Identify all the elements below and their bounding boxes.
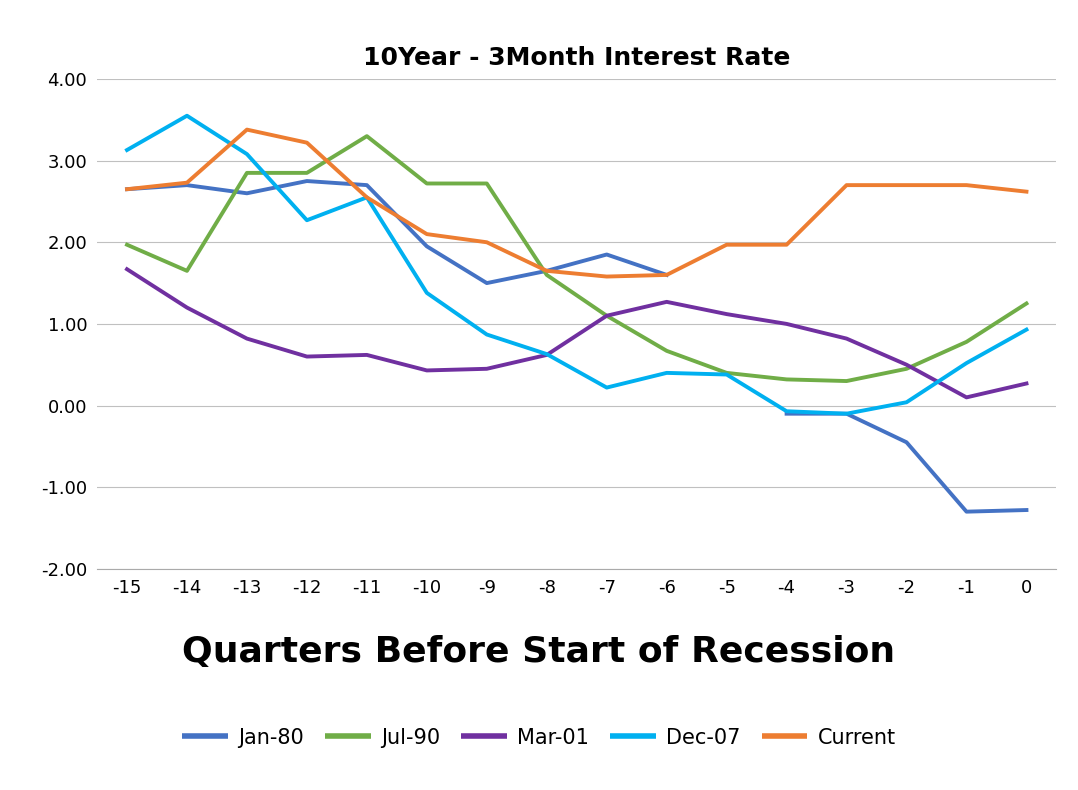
Dec-07 [301,216,314,225]
Dec-07 [840,409,853,419]
Mar-01 [720,310,733,319]
Jul-90 [960,337,973,347]
Jul-90 [481,179,494,188]
Dec-07 [481,329,494,339]
Jul-90 [840,376,853,386]
Current [481,238,494,247]
Line: Dec-07: Dec-07 [127,115,1026,414]
Jul-90 [780,374,793,384]
Current [180,178,193,187]
Jan-80 [240,189,253,198]
Jul-90 [301,168,314,178]
Current [540,266,553,276]
Current [840,180,853,190]
Dec-07 [540,349,553,359]
Line: Current: Current [127,130,1026,276]
Mar-01 [360,350,373,359]
Jan-80 [540,266,553,276]
Current [780,240,793,250]
Jul-90 [420,179,433,188]
Jul-90 [660,346,673,356]
Mar-01 [840,334,853,344]
Jul-90 [540,270,553,280]
Jan-80 [660,270,673,280]
Jul-90 [720,368,733,378]
Mar-01 [420,366,433,375]
Mar-01 [780,319,793,329]
Dec-07 [240,149,253,159]
Mar-01 [900,360,913,370]
Current [360,193,373,202]
Mar-01 [301,352,314,361]
Line: Jan-80: Jan-80 [127,181,666,283]
Dec-07 [660,368,673,378]
Jul-90 [180,266,193,276]
Jul-90 [1020,299,1033,308]
Mar-01 [540,350,553,359]
Dec-07 [900,397,913,407]
Jul-90 [360,131,373,141]
Dec-07 [121,145,134,155]
Jan-80 [121,184,134,194]
Dec-07 [360,193,373,202]
Jan-80 [301,176,314,186]
Jan-80 [180,180,193,190]
Mar-01 [121,265,134,274]
Current [1020,187,1033,197]
Current [720,240,733,250]
Legend: Jan-80, Jul-90, Mar-01, Dec-07, Current: Jan-80, Jul-90, Mar-01, Dec-07, Current [174,719,904,756]
Dec-07 [780,407,793,416]
Current [960,180,973,190]
Mar-01 [660,297,673,307]
Jul-90 [900,364,913,374]
Current [121,184,134,194]
Current [240,125,253,134]
Current [600,272,613,281]
Jul-90 [240,168,253,178]
Mar-01 [240,334,253,344]
Dec-07 [960,359,973,368]
Current [420,229,433,239]
Text: Quarters Before Start of Recession: Quarters Before Start of Recession [182,634,896,669]
Current [301,138,314,148]
Dec-07 [600,383,613,393]
Dec-07 [180,111,193,120]
Mar-01 [1020,378,1033,388]
Current [660,270,673,280]
Jul-90 [121,240,134,250]
Mar-01 [960,393,973,402]
Line: Mar-01: Mar-01 [127,269,1026,397]
Current [900,180,913,190]
Dec-07 [1020,325,1033,334]
Mar-01 [180,303,193,312]
Dec-07 [720,370,733,379]
Title: 10Year - 3Month Interest Rate: 10Year - 3Month Interest Rate [363,46,790,70]
Mar-01 [481,364,494,374]
Jan-80 [360,180,373,190]
Jan-80 [481,278,494,288]
Jul-90 [600,311,613,321]
Mar-01 [600,311,613,321]
Jan-80 [420,242,433,251]
Jan-80 [600,250,613,259]
Line: Jul-90: Jul-90 [127,136,1026,381]
Dec-07 [420,288,433,298]
